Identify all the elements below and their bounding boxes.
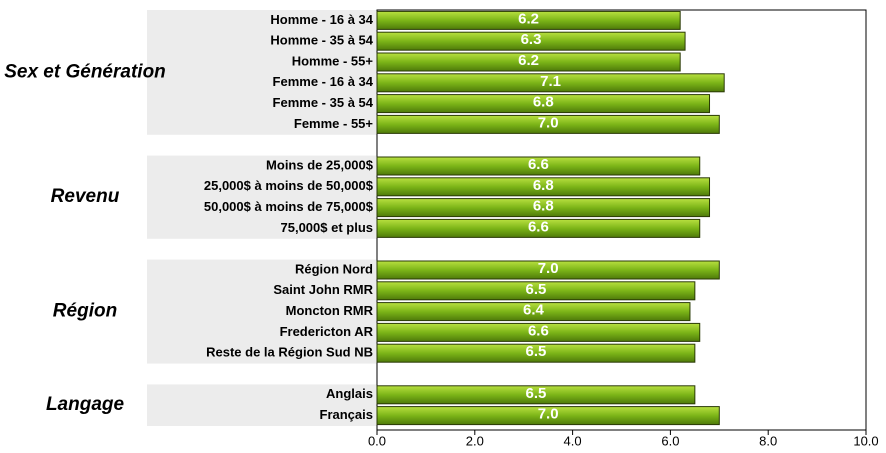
value-label: 6.8	[533, 198, 554, 215]
group-label: Région	[53, 301, 117, 322]
value-label: 7.0	[538, 260, 559, 277]
bar	[376, 281, 696, 301]
x-tick-label: 4.0	[564, 433, 582, 448]
x-tick-label: 8.0	[759, 433, 777, 448]
y-tick-label: Femme - 16 à 34	[273, 74, 374, 89]
group-band	[147, 155, 377, 239]
x-tick-label: 0.0	[368, 433, 386, 448]
y-tick-label: Moins de 25,000$	[266, 157, 374, 172]
bar	[376, 73, 725, 93]
bar	[376, 260, 720, 280]
y-tick-label: Français	[320, 407, 373, 422]
y-tick-label: Homme - 16 à 34	[270, 12, 373, 27]
y-tick-label: Femme - 55+	[294, 116, 374, 131]
y-tick-label: Anglais	[326, 386, 373, 401]
value-label: 7.0	[538, 114, 559, 131]
y-tick-label: Homme - 35 à 54	[270, 33, 373, 48]
y-tick-label: Moncton RMR	[286, 303, 374, 318]
bar	[376, 177, 711, 197]
value-label: 6.5	[525, 385, 546, 402]
bar	[376, 385, 696, 405]
y-tick-label: Fredericton AR	[280, 324, 374, 339]
group-band	[147, 384, 377, 426]
value-label: 6.8	[533, 177, 554, 194]
bar	[376, 406, 720, 426]
group-band	[147, 259, 377, 364]
bar	[376, 31, 686, 51]
y-tick-label: Homme - 55+	[292, 53, 374, 68]
value-label: 7.1	[540, 73, 561, 90]
bar	[376, 343, 696, 363]
y-tick-label: Femme - 35 à 54	[273, 95, 374, 110]
x-tick-label: 2.0	[466, 433, 484, 448]
value-label: 6.6	[528, 322, 549, 339]
bar	[376, 114, 720, 134]
value-label: 6.5	[525, 281, 546, 298]
value-label: 6.4	[523, 302, 545, 319]
group-band	[147, 10, 377, 135]
group-label: Langage	[46, 394, 125, 415]
y-tick-label: Saint John RMR	[273, 282, 373, 297]
value-label: 6.2	[518, 10, 539, 27]
value-label: 6.6	[528, 156, 549, 173]
bar	[376, 52, 681, 72]
bar	[376, 198, 711, 218]
y-tick-label: 25,000$ à moins de 50,000$	[204, 178, 374, 193]
bar	[376, 94, 711, 114]
y-tick-label: Région Nord	[295, 261, 373, 276]
value-label: 6.6	[528, 218, 549, 235]
bar	[376, 302, 691, 322]
value-label: 6.8	[533, 94, 554, 111]
value-label: 7.0	[538, 406, 559, 423]
bar	[376, 10, 681, 30]
value-label: 6.3	[521, 31, 542, 48]
group-label: Sex et Génération	[4, 61, 166, 82]
y-tick-label: 50,000$ à moins de 75,000$	[204, 199, 374, 214]
bar	[376, 156, 701, 176]
group-label: Revenu	[51, 186, 120, 207]
y-tick-label: 75,000$ et plus	[281, 220, 374, 235]
bar	[376, 218, 701, 238]
value-label: 6.5	[525, 343, 546, 360]
y-tick-label: Reste de la Région Sud NB	[206, 345, 373, 360]
bar	[376, 322, 701, 342]
x-tick-label: 10.0	[853, 433, 878, 448]
value-label: 6.2	[518, 52, 539, 69]
x-tick-label: 6.0	[661, 433, 679, 448]
